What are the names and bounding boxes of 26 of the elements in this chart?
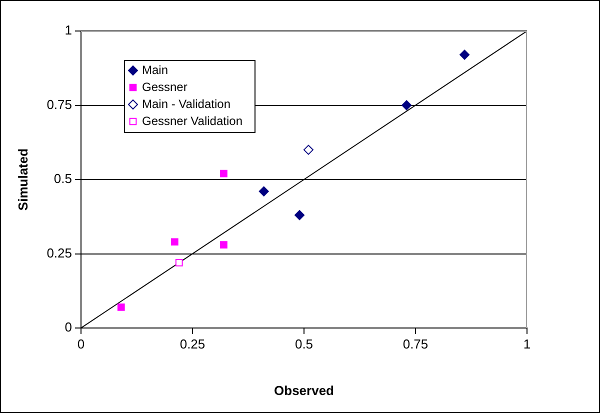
point: [220, 170, 228, 178]
legend-label: Gessner: [142, 80, 188, 94]
point: [258, 186, 269, 196]
y-tick-label: 0.75: [46, 96, 72, 112]
x-axis-title: Observed: [274, 382, 334, 398]
point: [402, 100, 412, 110]
point: [170, 238, 178, 246]
point: [220, 241, 228, 249]
point: [294, 210, 305, 220]
y-axis-title: Simulated: [15, 148, 30, 211]
x-tick-label: 1: [523, 336, 531, 352]
x-tick-label: 0.75: [402, 336, 428, 352]
legend-label: Main: [142, 62, 168, 77]
point: [117, 304, 125, 311]
y-tick-label: 0.25: [46, 245, 72, 260]
point: [175, 258, 183, 266]
point: [460, 50, 470, 60]
x-tick-label: 0.25: [180, 336, 206, 352]
y-tick-label: 1: [64, 22, 72, 38]
legend-label: Main - Validation: [142, 96, 230, 111]
point: [303, 144, 314, 155]
x-tick-label: 0.5: [294, 336, 314, 352]
y-tick-label: 0: [64, 320, 72, 335]
y-tick-label: 0.5: [54, 171, 72, 186]
x-tick-label: 0: [77, 336, 85, 352]
legend-label: Gessner Validation: [142, 114, 242, 128]
